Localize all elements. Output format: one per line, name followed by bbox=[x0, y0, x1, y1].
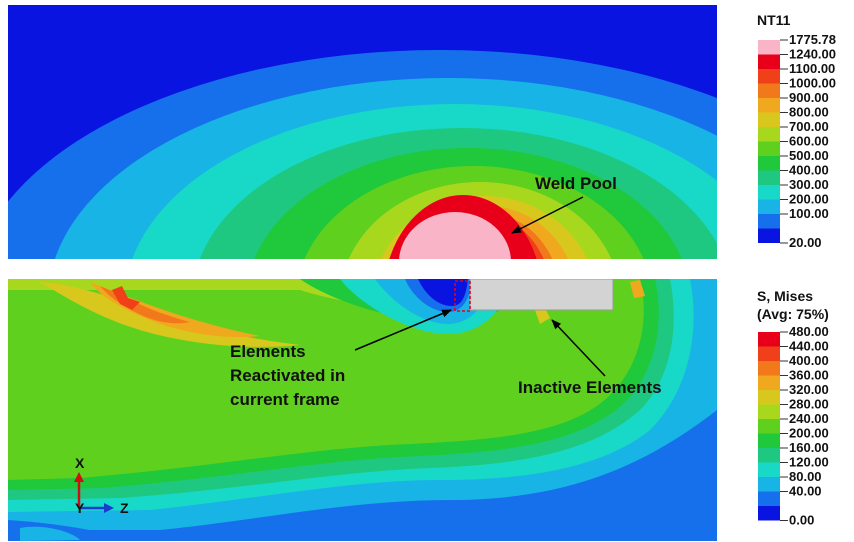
reactivated-elements-outline bbox=[454, 280, 471, 312]
stress-legend-swatch bbox=[758, 361, 780, 376]
stress-legend-value-label: 80.00 bbox=[789, 469, 822, 484]
temperature-legend-value-label: 1100.00 bbox=[789, 61, 835, 76]
temperature-legend: NT11 1775.781240.001100.001000.00900.008… bbox=[757, 12, 836, 250]
temperature-legend-swatch bbox=[758, 112, 780, 127]
reactivated-annotation: Elements Reactivated in current frame bbox=[230, 309, 452, 409]
stress-legend-title-line2: (Avg: 75%) bbox=[757, 306, 829, 322]
reactivated-label-line1: Elements bbox=[230, 342, 306, 361]
stress-legend-value-label: 120.00 bbox=[789, 455, 829, 470]
stress-legend: S, Mises (Avg: 75%) 480.00440.00400.0036… bbox=[757, 288, 829, 528]
stress-legend-value-label: 160.00 bbox=[789, 440, 829, 455]
stress-legend-value-label: 360.00 bbox=[789, 368, 829, 383]
temperature-legend-swatch bbox=[758, 170, 780, 185]
temperature-legend-value-label: 700.00 bbox=[789, 119, 829, 134]
temperature-legend-value-label: 400.00 bbox=[789, 163, 829, 178]
reactivated-label-line3: current frame bbox=[230, 390, 340, 409]
stress-legend-swatch bbox=[758, 448, 780, 463]
temperature-legend-swatch bbox=[758, 83, 780, 98]
stress-legend-value-label: 400.00 bbox=[789, 353, 829, 368]
inactive-label: Inactive Elements bbox=[518, 378, 662, 397]
temperature-legend-swatch bbox=[758, 156, 780, 171]
temperature-contour-plot bbox=[8, 5, 717, 259]
temperature-legend-value-label: 800.00 bbox=[789, 105, 829, 120]
stress-legend-swatch bbox=[758, 419, 780, 434]
temperature-legend-swatch bbox=[758, 199, 780, 214]
weld-pool-arrow bbox=[511, 196, 584, 234]
panel-separator bbox=[0, 259, 717, 279]
stress-legend-swatch bbox=[758, 375, 780, 390]
temperature-legend-value-label: 1000.00 bbox=[789, 76, 836, 91]
temperature-legend-value-label: 20.00 bbox=[789, 235, 822, 250]
temperature-legend-title: NT11 bbox=[757, 12, 791, 28]
reactivated-label-line2: Reactivated in bbox=[230, 366, 345, 385]
stress-legend-title-line1: S, Mises bbox=[757, 288, 813, 304]
temperature-legend-swatch bbox=[758, 214, 780, 229]
stress-legend-value-label: 0.00 bbox=[789, 513, 814, 528]
temperature-legend-value-label: 1240.00 bbox=[789, 47, 836, 62]
stress-legend-value-label: 440.00 bbox=[789, 339, 829, 354]
temperature-legend-value-label: 200.00 bbox=[789, 192, 829, 207]
temperature-legend-value-label: 300.00 bbox=[789, 177, 829, 192]
temperature-legend-value-label: 600.00 bbox=[789, 134, 829, 149]
temperature-legend-swatch bbox=[758, 54, 780, 69]
inactive-elements-block bbox=[469, 278, 614, 311]
weld-pool-annotation: Weld Pool bbox=[511, 174, 617, 234]
temperature-legend-value-label: 1775.78 bbox=[789, 32, 836, 47]
temperature-legend-swatch bbox=[758, 40, 780, 55]
stress-legend-swatch bbox=[758, 506, 780, 521]
stress-legend-swatch bbox=[758, 346, 780, 361]
temperature-legend-swatch bbox=[758, 69, 780, 84]
x-axis-label: X bbox=[75, 455, 85, 471]
stress-legend-value-label: 480.00 bbox=[789, 324, 829, 339]
stress-legend-swatch bbox=[758, 404, 780, 419]
y-axis-label: Y bbox=[75, 500, 85, 516]
stress-legend-value-label: 200.00 bbox=[789, 426, 829, 441]
temperature-legend-swatch bbox=[758, 228, 780, 243]
temperature-legend-swatch bbox=[758, 141, 780, 156]
temperature-legend-value-label: 100.00 bbox=[789, 206, 829, 221]
stress-contour-plot bbox=[8, 279, 717, 541]
temperature-legend-swatch bbox=[758, 98, 780, 113]
temperature-legend-value-label: 500.00 bbox=[789, 148, 829, 163]
inactive-arrow bbox=[551, 319, 606, 377]
temperature-legend-value-label: 900.00 bbox=[789, 90, 829, 105]
stress-legend-swatch bbox=[758, 462, 780, 477]
stress-legend-value-label: 240.00 bbox=[789, 411, 829, 426]
stress-legend-swatch bbox=[758, 332, 780, 347]
weld-pool-label: Weld Pool bbox=[535, 174, 617, 193]
stress-legend-value-label: 40.00 bbox=[789, 484, 822, 499]
temperature-legend-swatch bbox=[758, 185, 780, 200]
stress-legend-swatch bbox=[758, 390, 780, 405]
z-axis-label: Z bbox=[120, 500, 129, 516]
temperature-legend-swatch bbox=[758, 127, 780, 142]
reactivated-arrow bbox=[354, 309, 452, 351]
stress-legend-value-label: 280.00 bbox=[789, 397, 829, 412]
inactive-annotation: Inactive Elements bbox=[518, 319, 662, 397]
stress-legend-swatch bbox=[758, 477, 780, 492]
coordinate-triad: X Y Z bbox=[74, 455, 129, 516]
stress-legend-swatch bbox=[758, 433, 780, 448]
stress-legend-swatch bbox=[758, 491, 780, 506]
stress-legend-value-label: 320.00 bbox=[789, 382, 829, 397]
